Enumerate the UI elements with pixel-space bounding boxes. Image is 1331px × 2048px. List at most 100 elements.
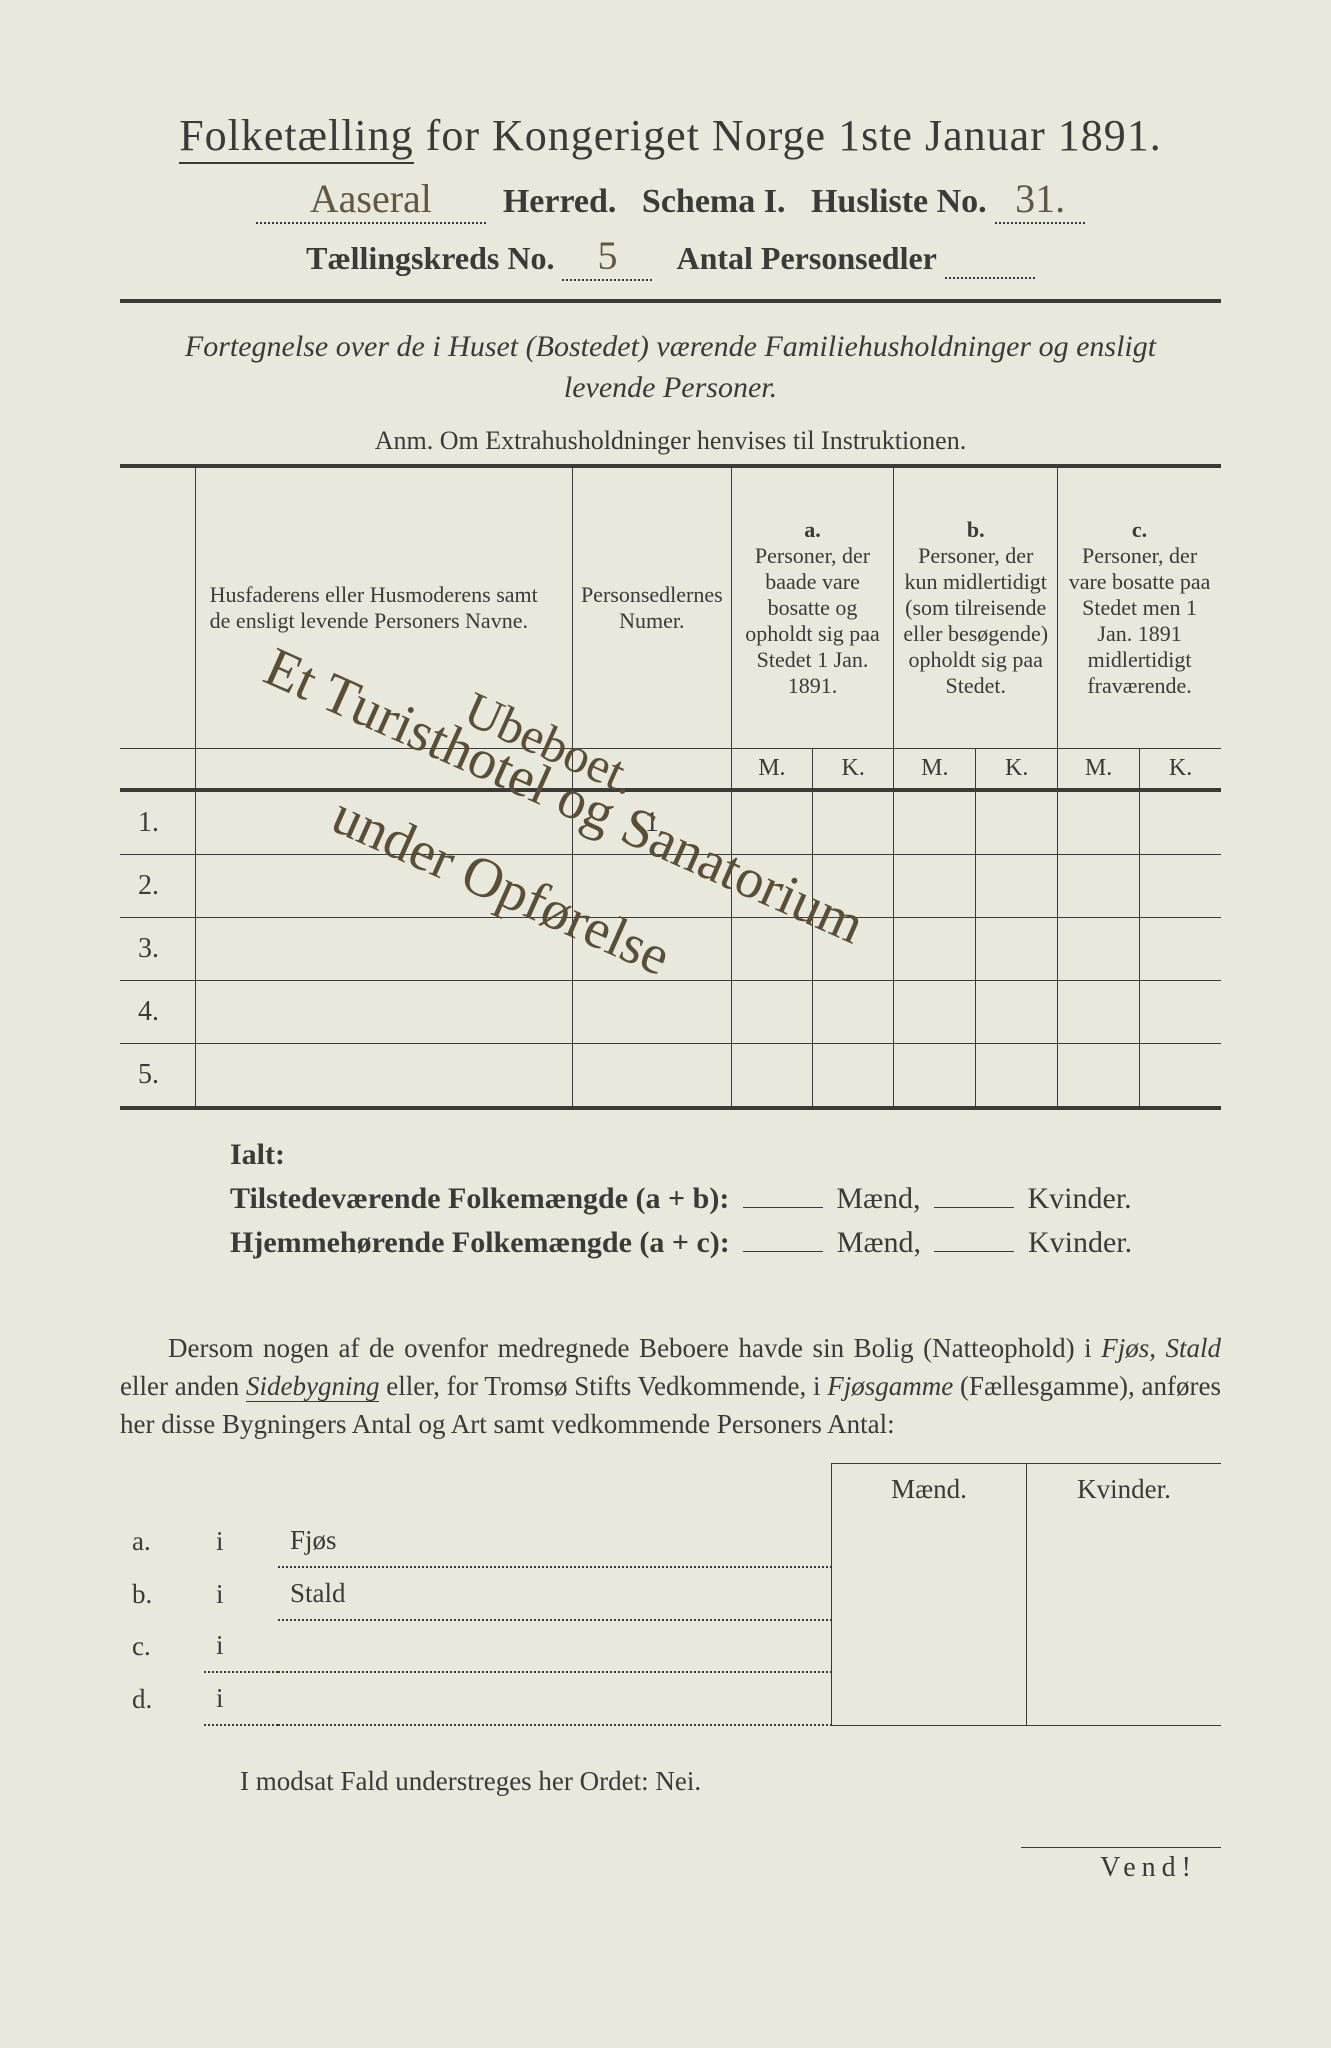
fill-field <box>934 1187 1014 1208</box>
mk-blank1 <box>120 749 195 791</box>
table-row: 5. <box>120 1044 1221 1109</box>
table-row: 4. <box>120 981 1221 1044</box>
cell <box>894 790 976 855</box>
cell <box>1140 981 1221 1044</box>
bldg-i: i <box>204 1515 278 1567</box>
cell <box>1140 855 1221 918</box>
row-name <box>195 981 572 1044</box>
mk-c-m: M. <box>1058 749 1140 791</box>
present-label: Tilstedeværende Folkemængde (a + b): <box>230 1182 729 1215</box>
cell <box>813 790 894 855</box>
schema-label: Schema I. <box>642 183 786 220</box>
row-name <box>195 855 572 918</box>
cell <box>731 918 812 981</box>
husliste-handwritten: 31. <box>1015 175 1065 222</box>
cell <box>976 1044 1058 1109</box>
bldg-row: c. i <box>120 1620 1221 1672</box>
hdr-c-letter: c. <box>1132 517 1147 542</box>
mk-blank2 <box>195 749 572 791</box>
bldg-letter: b. <box>120 1567 204 1620</box>
ialt-label: Ialt: <box>230 1138 285 1171</box>
hdr-a-text: Personer, der baade vare bosatte og opho… <box>745 543 879 698</box>
cell <box>976 981 1058 1044</box>
header-line-2: Aaseral Herred. Schema I. Husliste No. 3… <box>120 175 1221 224</box>
hdr-b-text: Personer, der kun midlertidigt (som tilr… <box>903 543 1048 698</box>
cell <box>1058 918 1140 981</box>
bldg-label: Fjøs <box>278 1515 832 1567</box>
modsat-line: I modsat Fald understreges her Ordet: Ne… <box>240 1766 1221 1797</box>
cell <box>894 1044 976 1109</box>
cell <box>976 855 1058 918</box>
bldg-row: d. i <box>120 1672 1221 1725</box>
mk-c-k: K. <box>1140 749 1221 791</box>
bldg-k <box>1027 1672 1222 1725</box>
bldg-i: i <box>204 1567 278 1620</box>
cell <box>813 1044 894 1109</box>
bldg-label <box>278 1620 832 1672</box>
title-rest: for Kongeriget Norge 1ste Januar 1891. <box>414 111 1162 160</box>
maend-label: Mænd, <box>836 1182 920 1215</box>
table-row: 1. 1 <box>120 790 1221 855</box>
cell <box>1140 790 1221 855</box>
fill-field <box>743 1187 823 1208</box>
row-num: 1 <box>572 790 731 855</box>
row-n: 3. <box>120 918 195 981</box>
cell <box>894 855 976 918</box>
bldg-m <box>832 1672 1027 1725</box>
row-n: 1. <box>120 790 195 855</box>
mk-b-m: M. <box>894 749 976 791</box>
bldg-hdr-maend: Mænd. <box>832 1464 1027 1516</box>
main-table-wrap: Husfaderens eller Husmoderens samt de en… <box>120 464 1221 1110</box>
bldg-label: Stald <box>278 1567 832 1620</box>
buildings-table: Mænd. Kvinder. a. i Fjøs b. i Stald c. i… <box>120 1463 1221 1726</box>
hdr-a-letter: a. <box>804 517 821 542</box>
fill-field <box>934 1231 1014 1252</box>
cell <box>1058 1044 1140 1109</box>
hdr-blank <box>120 466 195 749</box>
bldg-k <box>1027 1567 1222 1620</box>
totals-block: Ialt: Tilstedeværende Folkemængde (a + b… <box>230 1138 1221 1260</box>
husliste-label: Husliste No. <box>811 183 987 220</box>
bldg-i: i <box>204 1672 278 1725</box>
cell <box>731 790 812 855</box>
anm-note: Anm. Om Extrahusholdninger henvises til … <box>120 426 1221 456</box>
hdr-a: a. Personer, der baade vare bosatte og o… <box>731 466 894 749</box>
cell <box>1058 790 1140 855</box>
cell <box>731 981 812 1044</box>
kreds-handwritten: 5 <box>597 232 617 279</box>
row-name <box>195 790 572 855</box>
hdr-c-text: Personer, der vare bosatte paa Stedet me… <box>1069 543 1211 698</box>
bldg-letter: c. <box>120 1620 204 1672</box>
census-form-page: Folketælling for Kongeriget Norge 1ste J… <box>0 0 1331 2048</box>
hdr-b: b. Personer, der kun midlertidigt (som t… <box>894 466 1058 749</box>
bldg-k <box>1027 1515 1222 1567</box>
hdr-b-letter: b. <box>967 517 985 542</box>
mk-a-k: K. <box>813 749 894 791</box>
bldg-letter: a. <box>120 1515 204 1567</box>
herred-label: Herred. <box>503 183 617 220</box>
cell <box>813 918 894 981</box>
vend-rule <box>1021 1847 1221 1848</box>
header-line-3: Tællingskreds No. 5 Antal Personsedler <box>120 232 1221 281</box>
buildings-paragraph: Dersom nogen af de ovenfor medregnede Be… <box>120 1330 1221 1443</box>
row-num <box>572 981 731 1044</box>
cell <box>1058 855 1140 918</box>
cell <box>813 855 894 918</box>
cell <box>731 855 812 918</box>
mk-a-m: M. <box>731 749 812 791</box>
table-row: 3. <box>120 918 1221 981</box>
mk-b-k: K. <box>976 749 1058 791</box>
kvinder-label: Kvinder. <box>1028 1182 1132 1215</box>
resident-label: Hjemmehørende Folkemængde (a + c): <box>230 1226 730 1259</box>
cell <box>1058 981 1140 1044</box>
row-num <box>572 1044 731 1109</box>
bldg-row: b. i Stald <box>120 1567 1221 1620</box>
bldg-m <box>832 1567 1027 1620</box>
kreds-label: Tællingskreds No. <box>306 240 554 276</box>
subheading-line1: Fortegnelse over de i Huset (Bostedet) v… <box>185 330 1156 363</box>
fill-field <box>743 1231 823 1252</box>
cell <box>1140 918 1221 981</box>
personsedler-label: Antal Personsedler <box>676 240 936 276</box>
cell <box>1140 1044 1221 1109</box>
title-prefix: Folketælling <box>179 111 413 164</box>
